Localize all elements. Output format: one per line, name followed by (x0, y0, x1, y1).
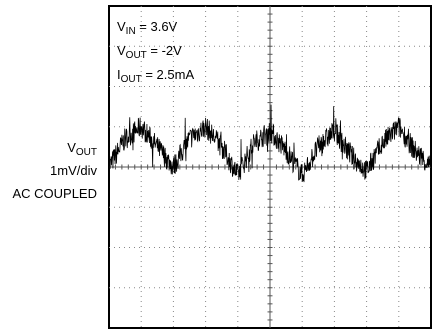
y-axis-label: VOUT (67, 140, 97, 158)
vout-trace (108, 104, 432, 183)
condition-iout: IOUT = 2.5mA (117, 67, 195, 85)
trace-layer (108, 104, 432, 183)
condition-vin: VIN = 3.6V (117, 19, 178, 37)
condition-vout: VOUT = -2V (117, 43, 182, 61)
y-axis-coupling: AC COUPLED (12, 186, 97, 201)
y-axis-scale: 1mV/div (50, 163, 97, 178)
